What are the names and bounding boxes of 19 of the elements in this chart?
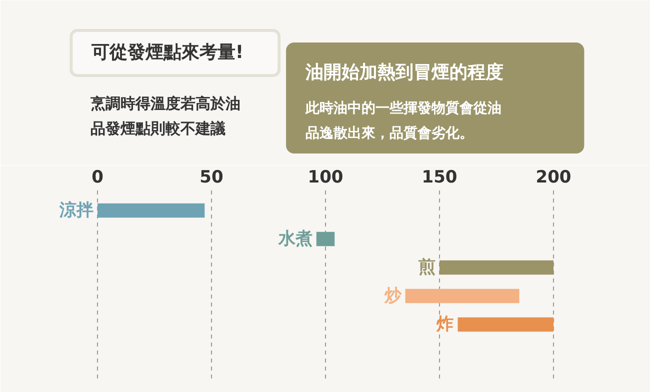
bar [98, 203, 205, 218]
x-tick-label: 0 [92, 168, 104, 188]
bar [440, 260, 554, 275]
text: 此時油中的一些揮發物質會從油品逸散出來，品質會劣化。 [304, 100, 502, 142]
x-tick-label: 200 [536, 168, 572, 188]
y-tick-label: 涼拌 [58, 200, 94, 220]
chart-subtitle: 烹調時得溫度若高於油品發煙點則較不建議 [89, 94, 240, 138]
x-tick-label: 50 [200, 168, 224, 188]
y-tick-label: 炸 [436, 314, 454, 334]
x-tick-label: 150 [422, 168, 458, 188]
y-tick-label: 水煮 [277, 228, 312, 249]
bar [405, 288, 520, 304]
x-tick-label: 100 [308, 168, 344, 188]
bar [458, 317, 554, 332]
y-tick-label: 煎 [418, 257, 436, 278]
text: 油開始加熱到冒煙的程度 [304, 62, 504, 83]
chart-title: 可從發煙點來考量! [90, 42, 244, 63]
y-tick-label: 炒 [383, 286, 402, 306]
bar [316, 232, 335, 246]
